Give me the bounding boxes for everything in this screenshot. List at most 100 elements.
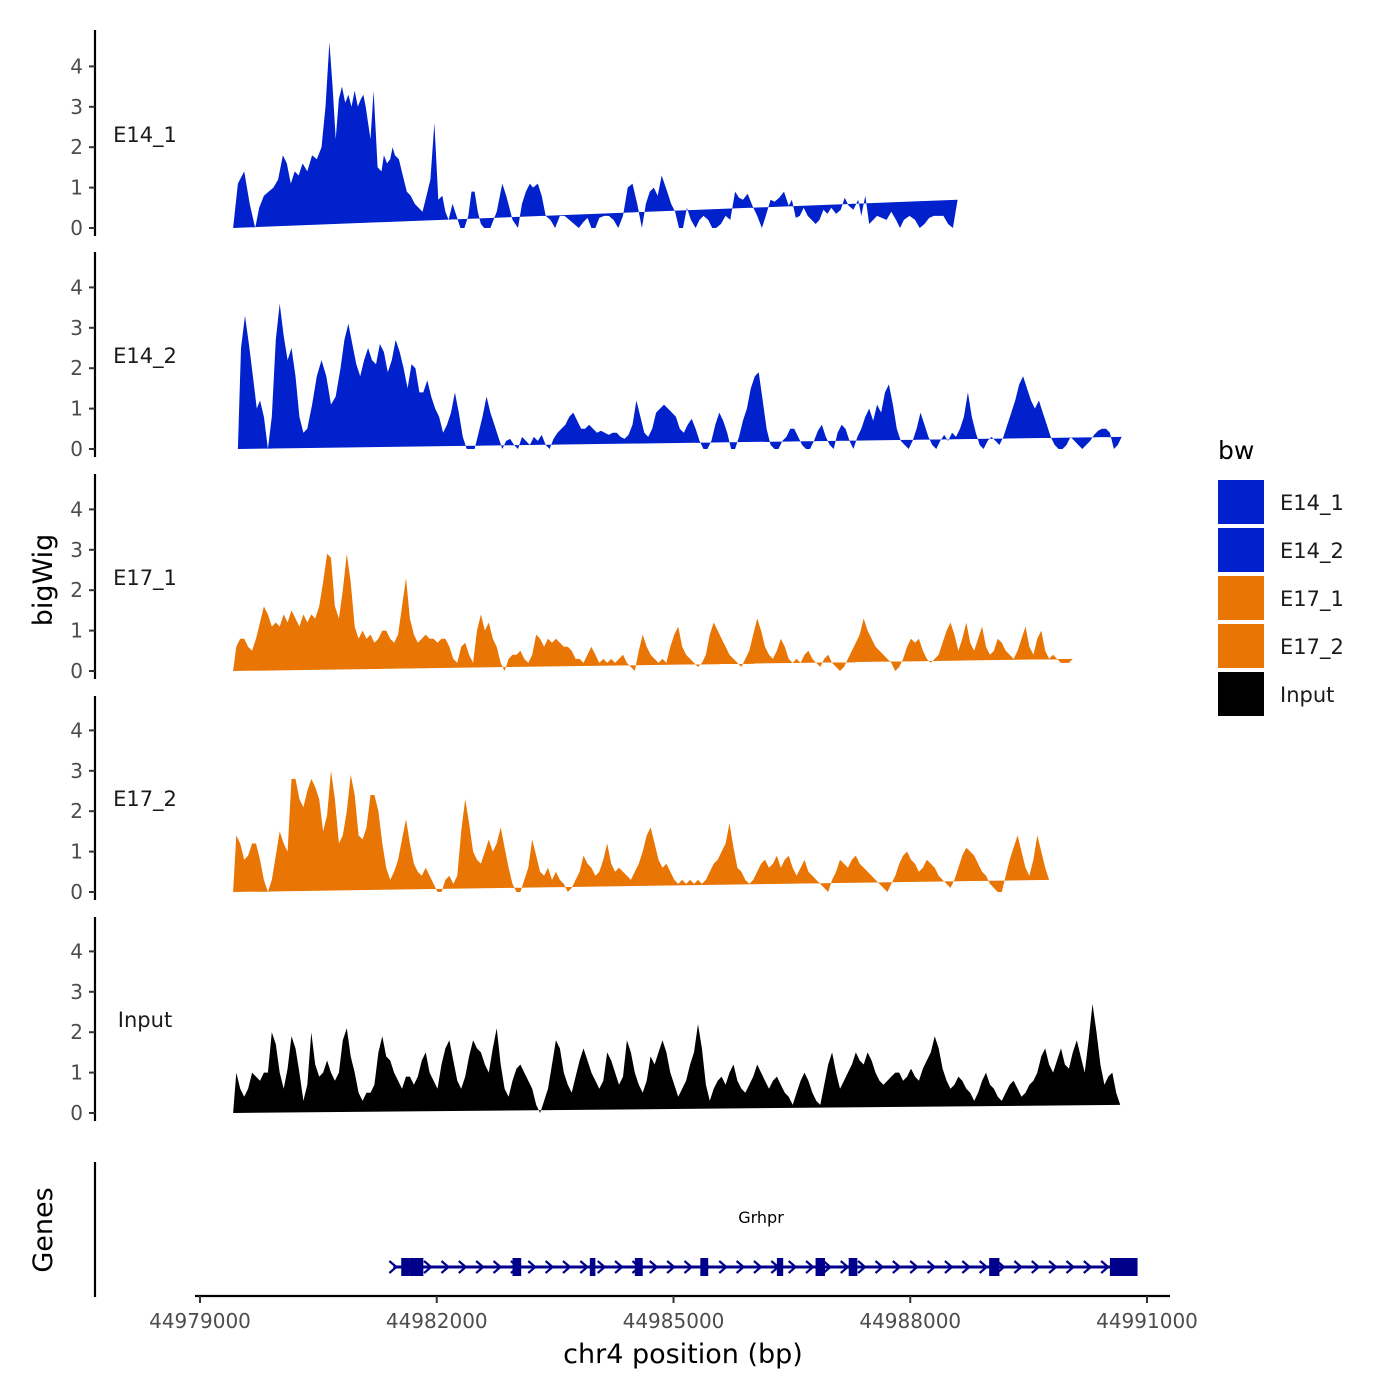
exon <box>512 1258 522 1276</box>
strand-arrow-icon <box>423 1260 433 1274</box>
strand-arrow-icon <box>735 1260 746 1274</box>
strand-arrow-icon <box>1013 1260 1024 1274</box>
track-e17-2: 0 1 2 3 4 E17_2 <box>70 696 1050 904</box>
strand-arrow-icon <box>596 1260 607 1274</box>
exon <box>589 1258 596 1276</box>
x-axis: 44979000 44982000 44985000 44988000 44991000 <box>149 1294 1198 1333</box>
y-axis-title: bigWig <box>28 534 59 627</box>
strand-arrow-icon <box>527 1260 537 1274</box>
strand-arrow-icon <box>666 1260 676 1274</box>
signal-tracks: 0 1 2 3 4 E14_1 0 1 2 3 4 E14_2 0 1 2 3 4 E17_1 0 1 2 3 4 E17_2… <box>70 30 1122 1125</box>
y-tick-label: 2 <box>70 578 83 602</box>
x-axis-title: chr4 position (bp) <box>563 1339 803 1370</box>
exon <box>815 1258 826 1276</box>
strand-arrow-icon <box>388 1260 399 1274</box>
strand-arrow-icon <box>840 1260 850 1274</box>
strand-arrow-icon <box>978 1260 989 1274</box>
legend: bw E14_1 E14_2 E17_1 E17_2 Input <box>1218 436 1344 716</box>
y-tick-label: 1 <box>70 619 83 643</box>
strand-arrow-icon <box>1031 1260 1041 1274</box>
signal-area-e14-2 <box>237 303 1122 449</box>
exon <box>989 1258 1000 1276</box>
gene-track: Grhpr <box>93 1162 1138 1297</box>
gene-name-label: Grhpr <box>738 1208 784 1227</box>
y-tick-label: 1 <box>70 176 83 200</box>
legend-title: bw <box>1218 436 1254 465</box>
signal-area-e17-2 <box>233 770 1050 892</box>
exon <box>401 1258 410 1276</box>
track-e14-2: 0 1 2 3 4 E14_2 <box>70 252 1122 461</box>
strand-arrow-icon <box>562 1260 572 1274</box>
strand-arrow-icon <box>1100 1260 1110 1274</box>
track-e14-1: 0 1 2 3 4 E14_1 <box>70 30 958 240</box>
strand-arrow-icon <box>440 1260 451 1274</box>
y-tick-label: 4 <box>70 497 83 521</box>
strand-arrow-icon <box>944 1260 954 1274</box>
y-tick-label: 2 <box>70 1020 83 1044</box>
exon <box>700 1258 709 1276</box>
y-tick-label: 3 <box>70 538 83 562</box>
legend-swatch <box>1218 480 1264 524</box>
y-tick-label: 4 <box>70 718 83 742</box>
legend-label: Input <box>1280 683 1334 707</box>
y-tick-label: 1 <box>70 397 83 421</box>
legend-swatch <box>1218 672 1264 716</box>
track-label: E14_2 <box>113 344 177 369</box>
signal-area-e17-1 <box>233 553 1073 671</box>
strand-arrow-icon <box>874 1260 885 1274</box>
y-tick-label: 0 <box>70 659 83 683</box>
x-tick-label: 44985000 <box>623 1309 725 1333</box>
exon <box>634 1258 643 1276</box>
strand-arrow-icon <box>614 1260 624 1274</box>
strand-arrow-icon <box>961 1260 971 1274</box>
strand-arrow-icon <box>926 1260 937 1274</box>
track-input: 0 1 2 3 4 Input <box>70 917 1121 1125</box>
legend-item: E14_1 <box>1218 480 1344 524</box>
y-tick-label: 1 <box>70 840 83 864</box>
y-tick-label: 0 <box>70 437 83 461</box>
x-tick-label: 44979000 <box>149 1309 251 1333</box>
legend-label: E17_1 <box>1280 587 1344 612</box>
x-tick-label: 44988000 <box>859 1309 961 1333</box>
strand-arrow-icon <box>909 1260 919 1274</box>
legend-item: E17_2 <box>1218 624 1344 668</box>
strand-arrow-icon <box>805 1260 815 1274</box>
exon <box>1109 1258 1138 1276</box>
strand-arrow-icon <box>475 1260 485 1274</box>
track-e17-1: 0 1 2 3 4 E17_1 <box>70 474 1073 683</box>
x-tick-label: 44982000 <box>386 1309 488 1333</box>
legend-label: E14_1 <box>1280 491 1344 516</box>
y-tick-label: 2 <box>70 356 83 380</box>
legend-swatch <box>1218 624 1264 668</box>
y-tick-label: 4 <box>70 54 83 78</box>
strand-arrow-icon <box>753 1260 763 1274</box>
strand-arrow-icon <box>787 1260 798 1274</box>
strand-arrow-icon <box>1048 1260 1058 1274</box>
strand-arrow-icon <box>892 1260 902 1274</box>
y-tick-label: 2 <box>70 135 83 159</box>
legend-item: Input <box>1218 672 1334 716</box>
legend-item: E17_1 <box>1218 576 1344 620</box>
exon <box>409 1258 424 1276</box>
legend-label: E17_2 <box>1280 635 1344 660</box>
track-label: Input <box>118 1008 172 1032</box>
legend-label: E14_2 <box>1280 539 1344 564</box>
strand-arrow-icon <box>579 1260 590 1274</box>
strand-arrow-icon <box>683 1260 694 1274</box>
track-label: E17_1 <box>113 566 177 591</box>
x-tick-label: 44991000 <box>1096 1309 1198 1333</box>
y-tick-label: 0 <box>70 216 83 240</box>
strand-arrow-icon <box>492 1260 503 1274</box>
genes-axis-title: Genes <box>28 1187 59 1272</box>
signal-area-e14-1 <box>233 42 958 229</box>
y-tick-label: 3 <box>70 316 83 340</box>
legend-item: E14_2 <box>1218 528 1344 572</box>
y-tick-label: 1 <box>70 1061 83 1085</box>
y-tick-label: 4 <box>70 939 83 963</box>
strand-arrow-icon <box>458 1260 468 1274</box>
strand-arrow-icon <box>822 1260 833 1274</box>
y-tick-label: 0 <box>70 1101 83 1125</box>
track-label: E17_2 <box>113 787 177 812</box>
strand-arrow-icon <box>649 1260 659 1274</box>
y-tick-label: 3 <box>70 980 83 1004</box>
